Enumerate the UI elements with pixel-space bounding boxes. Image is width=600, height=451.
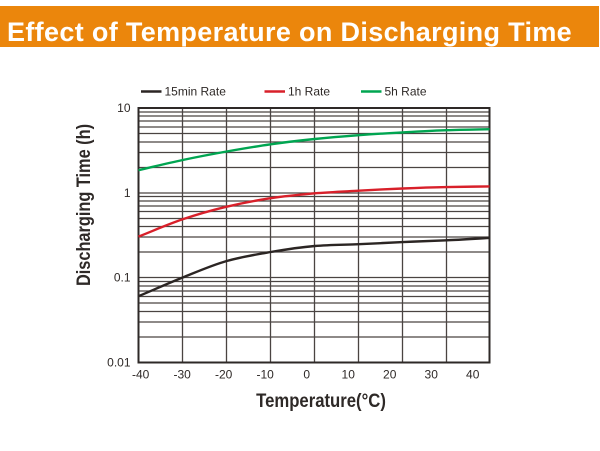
- svg-text:10: 10: [117, 101, 131, 115]
- svg-text:0.01: 0.01: [107, 356, 131, 370]
- svg-text:1h Rate: 1h Rate: [288, 85, 330, 99]
- svg-text:15min Rate: 15min Rate: [165, 85, 227, 99]
- svg-text:-10: -10: [257, 368, 275, 382]
- svg-text:10: 10: [342, 368, 356, 382]
- svg-text:1: 1: [124, 186, 131, 200]
- svg-text:Discharging Time (h): Discharging Time (h): [73, 124, 94, 286]
- svg-text:20: 20: [383, 368, 397, 382]
- svg-text:40: 40: [466, 368, 480, 382]
- svg-text:0: 0: [303, 368, 310, 382]
- svg-text:-30: -30: [174, 368, 192, 382]
- svg-text:30: 30: [425, 368, 439, 382]
- svg-text:-40: -40: [132, 368, 150, 382]
- svg-text:-20: -20: [215, 368, 233, 382]
- svg-text:0.1: 0.1: [114, 271, 131, 285]
- svg-text:Temperature(°C): Temperature(°C): [256, 390, 386, 411]
- svg-text:5h Rate: 5h Rate: [385, 85, 427, 99]
